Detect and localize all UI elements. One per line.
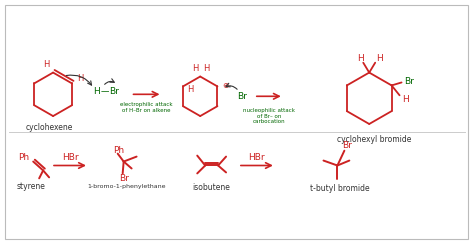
Text: Br: Br <box>109 87 118 96</box>
Text: H: H <box>77 74 83 83</box>
Text: Ph: Ph <box>113 146 124 155</box>
Text: H: H <box>357 54 364 63</box>
Text: H: H <box>93 87 100 96</box>
Text: styrene: styrene <box>17 182 46 191</box>
Text: Br: Br <box>118 174 128 183</box>
Text: isobutene: isobutene <box>192 183 230 192</box>
Text: H: H <box>402 95 409 104</box>
Text: H: H <box>187 85 193 94</box>
Text: Br: Br <box>237 92 247 101</box>
Text: HBr: HBr <box>248 153 265 162</box>
Text: t-butyl bromide: t-butyl bromide <box>310 184 369 193</box>
Text: cyclohexene: cyclohexene <box>26 123 73 132</box>
Text: H: H <box>203 64 210 73</box>
Text: H: H <box>192 64 199 73</box>
Text: Ph: Ph <box>18 153 29 162</box>
Text: H: H <box>43 60 49 69</box>
Text: nucleophilic attack
of Br– on
carbocation: nucleophilic attack of Br– on carbocatio… <box>243 108 295 124</box>
Text: Br: Br <box>405 77 414 86</box>
Text: H: H <box>376 54 383 63</box>
Text: Br: Br <box>342 141 352 150</box>
Text: HBr: HBr <box>62 153 78 162</box>
Text: cyclohexyl bromide: cyclohexyl bromide <box>337 135 411 144</box>
Text: ⊕: ⊕ <box>222 81 228 90</box>
Text: electrophilic attack
of H–Br on alkene: electrophilic attack of H–Br on alkene <box>120 102 173 112</box>
Text: 1-bromo-1-phenylethane: 1-bromo-1-phenylethane <box>87 184 166 189</box>
Text: —: — <box>100 87 109 96</box>
